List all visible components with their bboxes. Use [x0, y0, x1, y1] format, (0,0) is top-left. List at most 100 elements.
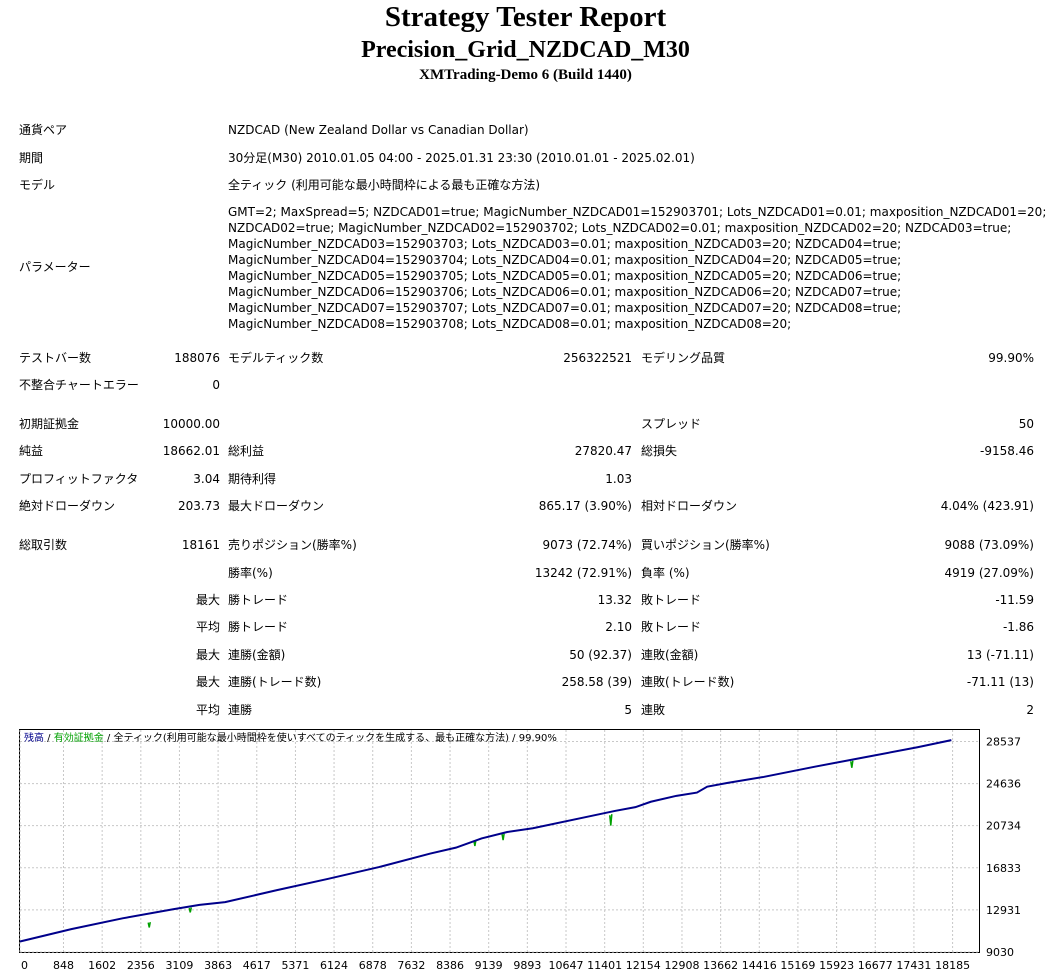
total-trades-label: 総取引数	[19, 538, 68, 552]
max-prefix: 最大	[195, 648, 220, 662]
x-tick-label: 5371	[281, 959, 309, 972]
balance-chart: 0 848 1602 2356 3109 3863 4617 5371 6124 6878 7632…	[19, 729, 1039, 975]
avg-win-label: 勝トレード	[228, 620, 289, 634]
report-title: Strategy Tester Report	[384, 1, 667, 33]
long-value: 9088 (73.09%)	[944, 538, 1034, 552]
consec-losses-money-label: 連敗(金額)	[641, 648, 699, 662]
symbol-label: 通貨ペア	[19, 123, 68, 137]
x-tick-label: 4617	[243, 959, 271, 972]
total-trades-value: 18161	[181, 538, 220, 552]
ticks-value: 256322521	[563, 351, 632, 365]
x-tick-label: 2356	[127, 959, 155, 972]
legend-equity: 有効証拠金	[53, 733, 104, 744]
x-tick-label: 14416	[742, 959, 777, 972]
win-rate-value: 13242 (72.91%)	[534, 566, 632, 580]
quality-label: モデリング品質	[641, 351, 726, 365]
max-loss-value: -11.59	[995, 593, 1034, 607]
avg-prefix: 平均	[195, 620, 220, 634]
legend-separator: /	[44, 733, 54, 744]
rel-dd-label: 相対ドローダウン	[641, 499, 738, 513]
params-line: MagicNumber_NZDCAD08=152903708; Lots_NZD…	[228, 317, 792, 331]
gross-profit-label: 総利益	[228, 444, 265, 458]
period-label: 期間	[19, 151, 44, 165]
avg-win-value: 2.10	[605, 620, 632, 634]
max-win-label: 勝トレード	[228, 593, 289, 607]
spread-label: スプレッド	[641, 417, 702, 431]
max-prefix: 最大	[195, 593, 220, 607]
x-tick-label: 1602	[88, 959, 116, 972]
equity-line	[501, 833, 505, 841]
max-loss-label: 敗トレード	[641, 593, 702, 607]
consec-wins-trades-label: 連勝(トレード数)	[228, 675, 322, 689]
params-line: MagicNumber_NZDCAD04=152903704; Lots_NZD…	[228, 253, 902, 267]
legend-quality: 99.90%	[518, 733, 557, 744]
x-tick-label: 11401	[587, 959, 622, 972]
legend-model: 全ティック(利用可能な最小時間枠を使いすべてのティックを生成する、最も正確な方法…	[113, 733, 509, 744]
bars-value: 188076	[174, 351, 220, 365]
equity-line	[473, 839, 477, 847]
short-value: 9073 (72.74%)	[542, 538, 632, 552]
x-tick-label: 6878	[359, 959, 387, 972]
period-value: 30分足(M30) 2010.01.05 04:00 - 2025.01.31 …	[228, 151, 695, 165]
legend-separator: /	[103, 733, 114, 744]
avg-consec-wins-label: 連勝	[228, 703, 253, 717]
y-tick-label: 16833	[986, 862, 1021, 875]
equity-line	[188, 907, 193, 913]
avg-loss-label: 敗トレード	[641, 620, 702, 634]
bars-label: テストバー数	[19, 351, 92, 365]
deposit-value: 10000.00	[162, 417, 220, 431]
x-tick-label: 12154	[626, 959, 661, 972]
consec-wins-money-value: 50 (92.37)	[569, 648, 632, 662]
pf-label: プロフィットファクタ	[19, 472, 139, 486]
chart-svg: 0 848 1602 2356 3109 3863 4617 5371 6124 6878 7632…	[19, 729, 1021, 972]
net-value: 18662.01	[162, 444, 220, 458]
x-tick-label: 18185	[935, 959, 970, 972]
max-prefix: 最大	[195, 675, 220, 689]
net-label: 純益	[19, 444, 44, 458]
loss-rate-label: 負率 (%)	[641, 566, 690, 580]
x-tick-label: 13662	[703, 959, 738, 972]
consec-wins-trades-value: 258.58 (39)	[561, 675, 632, 689]
expected-value: 1.03	[605, 472, 632, 486]
win-rate-label: 勝率(%)	[228, 566, 273, 580]
ticks-label: モデルティック数	[228, 351, 324, 365]
avg-consec-losses-label: 連敗	[641, 703, 666, 717]
mismatch-label: 不整合チャートエラー	[19, 378, 139, 392]
y-tick-label: 9030	[986, 946, 1014, 959]
y-tick-label: 20734	[986, 820, 1021, 833]
mismatch-value: 0	[212, 378, 220, 392]
x-tick-label: 15923	[819, 959, 854, 972]
params-line: MagicNumber_NZDCAD07=152903707; Lots_NZD…	[228, 301, 902, 315]
max-dd-label: 最大ドローダウン	[228, 499, 325, 513]
x-tick-label: 15169	[780, 959, 815, 972]
gross-loss-label: 総損失	[641, 444, 678, 458]
x-tick-label: 8386	[436, 959, 464, 972]
x-tick-label: 17431	[896, 959, 931, 972]
params-value: GMT=2; MaxSpread=5; NZDCAD01=true; Magic…	[228, 204, 1046, 332]
avg-consec-losses-value: 2	[1026, 703, 1034, 717]
abs-dd-value: 203.73	[178, 499, 220, 513]
y-tick-label: 12931	[986, 904, 1021, 917]
x-tick-label: 3109	[165, 959, 193, 972]
y-tick-label: 28537	[986, 735, 1021, 748]
short-label: 売りポジション(勝率%)	[228, 538, 357, 552]
x-tick-label: 9893	[513, 959, 541, 972]
equity-line	[609, 814, 613, 826]
params-label: パラメーター	[19, 260, 91, 274]
x-tick-label: 6124	[320, 959, 348, 972]
x-tick-label: 848	[53, 959, 74, 972]
params-line: GMT=2; MaxSpread=5; NZDCAD01=true; Magic…	[228, 205, 1047, 219]
equity-line	[850, 760, 854, 768]
y-tick-label: 24636	[986, 778, 1021, 791]
model-value: 全ティック (利用可能な最小時間枠による最も正確な方法)	[228, 178, 541, 192]
rel-dd-value: 4.04% (423.91)	[940, 499, 1034, 513]
x-tick-label: 3863	[204, 959, 232, 972]
balance-line	[19, 739, 952, 943]
max-dd-value: 865.17 (3.90%)	[538, 499, 632, 513]
params-line: MagicNumber_NZDCAD03=152903703; Lots_NZD…	[228, 237, 902, 251]
legend-separator: /	[508, 733, 519, 744]
abs-dd-label: 絶対ドローダウン	[19, 499, 116, 513]
params-line: MagicNumber_NZDCAD06=152903706; Lots_NZD…	[228, 285, 902, 299]
avg-consec-wins-value: 5	[624, 703, 632, 717]
expected-label: 期待利得	[228, 472, 277, 486]
